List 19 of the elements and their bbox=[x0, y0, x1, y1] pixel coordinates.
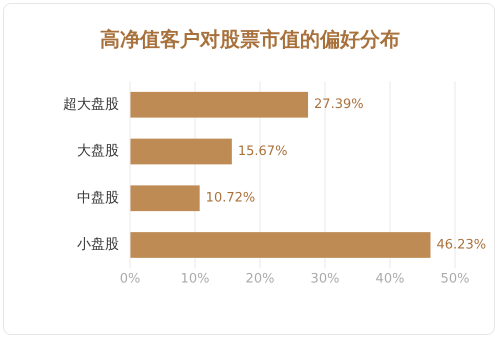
bar bbox=[130, 232, 430, 258]
x-tick-label: 0% bbox=[120, 272, 140, 287]
bar bbox=[130, 138, 232, 164]
x-tick-label: 50% bbox=[440, 272, 470, 287]
chart-title: 高净值客户对股票市值的偏好分布 bbox=[99, 26, 401, 53]
data-label: 10.72% bbox=[206, 190, 256, 206]
y-tick-label: 中盘股 bbox=[77, 190, 119, 206]
bar bbox=[130, 92, 308, 118]
data-label: 46.23% bbox=[436, 237, 486, 252]
x-tick-label: 10% bbox=[180, 272, 210, 287]
data-label: 15.67% bbox=[238, 144, 288, 159]
y-tick-label: 大盘股 bbox=[77, 143, 119, 160]
data-label: 27.39% bbox=[314, 97, 364, 112]
bar bbox=[130, 185, 200, 212]
y-tick-label: 超大盘股 bbox=[63, 96, 119, 112]
x-tick-label: 40% bbox=[376, 272, 404, 287]
x-tick-label: 20% bbox=[246, 272, 274, 287]
y-tick-label: 小盘股 bbox=[77, 236, 119, 253]
x-tick-label: 30% bbox=[310, 272, 340, 287]
